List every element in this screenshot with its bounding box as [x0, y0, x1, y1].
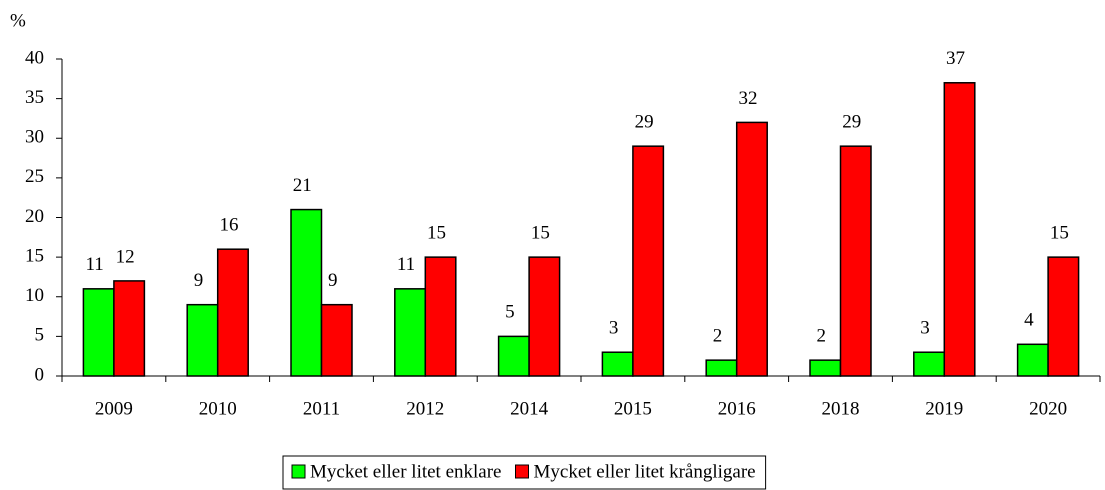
- data-label: 16: [219, 215, 238, 236]
- data-label: 9: [328, 270, 338, 291]
- bar: [632, 145, 665, 377]
- bar: [113, 280, 146, 377]
- data-label: 2: [817, 326, 827, 347]
- legend-label: Mycket eller litet krångligare: [534, 461, 756, 482]
- y-tick-label: 10: [25, 285, 44, 306]
- data-label: 29: [635, 112, 654, 133]
- x-tick-label: 2020: [1029, 398, 1067, 419]
- x-tick-label: 2016: [718, 398, 756, 419]
- y-tick-label: 5: [35, 325, 45, 346]
- data-label: 5: [505, 302, 515, 323]
- y-axis-label: %: [10, 10, 26, 31]
- data-label: 3: [920, 318, 930, 339]
- bar: [913, 351, 946, 377]
- data-label: 37: [946, 48, 965, 69]
- bar: [1047, 256, 1080, 377]
- bar: [705, 359, 738, 377]
- bar: [497, 335, 530, 377]
- x-tick-label: 2018: [822, 398, 860, 419]
- x-tick-label: 2014: [510, 398, 549, 419]
- y-tick-label: 15: [25, 245, 44, 266]
- x-tick-label: 2019: [925, 398, 963, 419]
- bar: [424, 256, 457, 377]
- y-tick-label: 25: [25, 166, 44, 187]
- y-tick-label: 40: [25, 47, 44, 68]
- data-label: 12: [116, 246, 135, 267]
- data-label: 15: [531, 222, 550, 243]
- data-label: 11: [397, 254, 415, 275]
- bar: [809, 359, 842, 377]
- bar: [839, 145, 872, 377]
- bar: [601, 351, 634, 377]
- y-tick-label: 30: [25, 127, 44, 148]
- y-tick-label: 35: [25, 87, 44, 108]
- bar: [394, 288, 427, 377]
- x-tick-label: 2010: [199, 398, 237, 419]
- data-label: 2: [713, 326, 723, 347]
- data-label: 32: [738, 88, 757, 109]
- bar: [320, 303, 353, 377]
- bar: [735, 121, 768, 377]
- bar: [943, 82, 976, 377]
- data-label: 3: [609, 318, 619, 339]
- data-label: 9: [194, 270, 204, 291]
- data-label: 11: [86, 254, 104, 275]
- bar: [216, 248, 249, 377]
- bar: [290, 208, 323, 377]
- bar: [186, 303, 219, 377]
- legend-label: Mycket eller litet enklare: [310, 461, 502, 482]
- data-label: 15: [1050, 222, 1069, 243]
- data-label: 21: [293, 175, 312, 196]
- data-label: 4: [1024, 310, 1034, 331]
- x-tick-label: 2015: [614, 398, 652, 419]
- x-tick-label: 2012: [406, 398, 444, 419]
- bar: [528, 256, 561, 377]
- data-label: 15: [427, 222, 446, 243]
- bar: [1016, 343, 1049, 377]
- bar: [82, 288, 115, 377]
- data-label: 29: [842, 112, 861, 133]
- y-tick-label: 20: [25, 206, 44, 227]
- legend-swatch: [515, 464, 529, 479]
- x-tick-label: 2011: [303, 398, 340, 419]
- y-tick-label: 0: [35, 364, 45, 385]
- legend-swatch: [291, 464, 306, 479]
- x-tick-label: 2009: [95, 398, 133, 419]
